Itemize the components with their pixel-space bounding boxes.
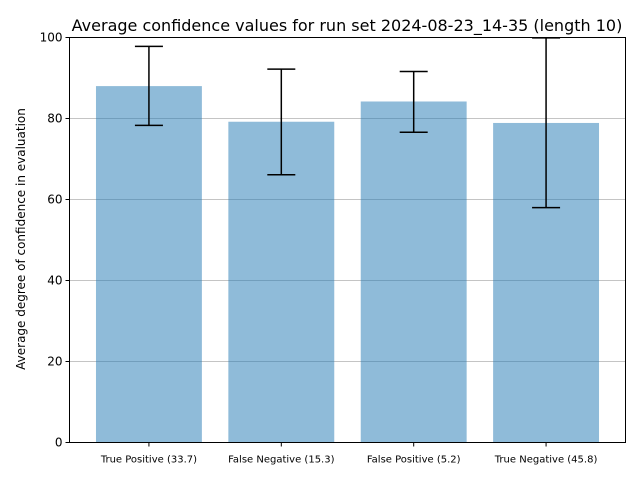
x-tick-label-2: False Positive (5.2) <box>367 455 461 466</box>
y-axis-ticks: 0 20 40 60 80 100 <box>40 31 70 450</box>
x-axis-ticks: True Positive (33.7) False Negative (15.3… <box>100 442 598 466</box>
y-tick-label-5: 100 <box>40 31 63 45</box>
bar-0 <box>95 86 202 443</box>
x-tick-label-1: False Negative (15.3) <box>228 455 335 466</box>
bar-2 <box>360 101 467 443</box>
chart-title: Average confidence values for run set 20… <box>72 16 623 36</box>
plot-frame <box>69 37 626 443</box>
x-tick-label-0: True Positive (33.7) <box>100 455 197 466</box>
y-tick-label-1: 20 <box>47 355 62 369</box>
y-tick-label-0: 0 <box>55 436 63 450</box>
y-tick-label-3: 60 <box>47 193 62 207</box>
error-bars <box>134 37 561 209</box>
y-axis-label: Average degree of confidence in evaluati… <box>14 108 28 370</box>
y-tick-label-2: 40 <box>47 274 62 288</box>
bars <box>95 86 600 443</box>
x-tick-label-3: True Negative (45.8) <box>494 455 598 466</box>
y-tick-label-4: 80 <box>47 112 62 126</box>
